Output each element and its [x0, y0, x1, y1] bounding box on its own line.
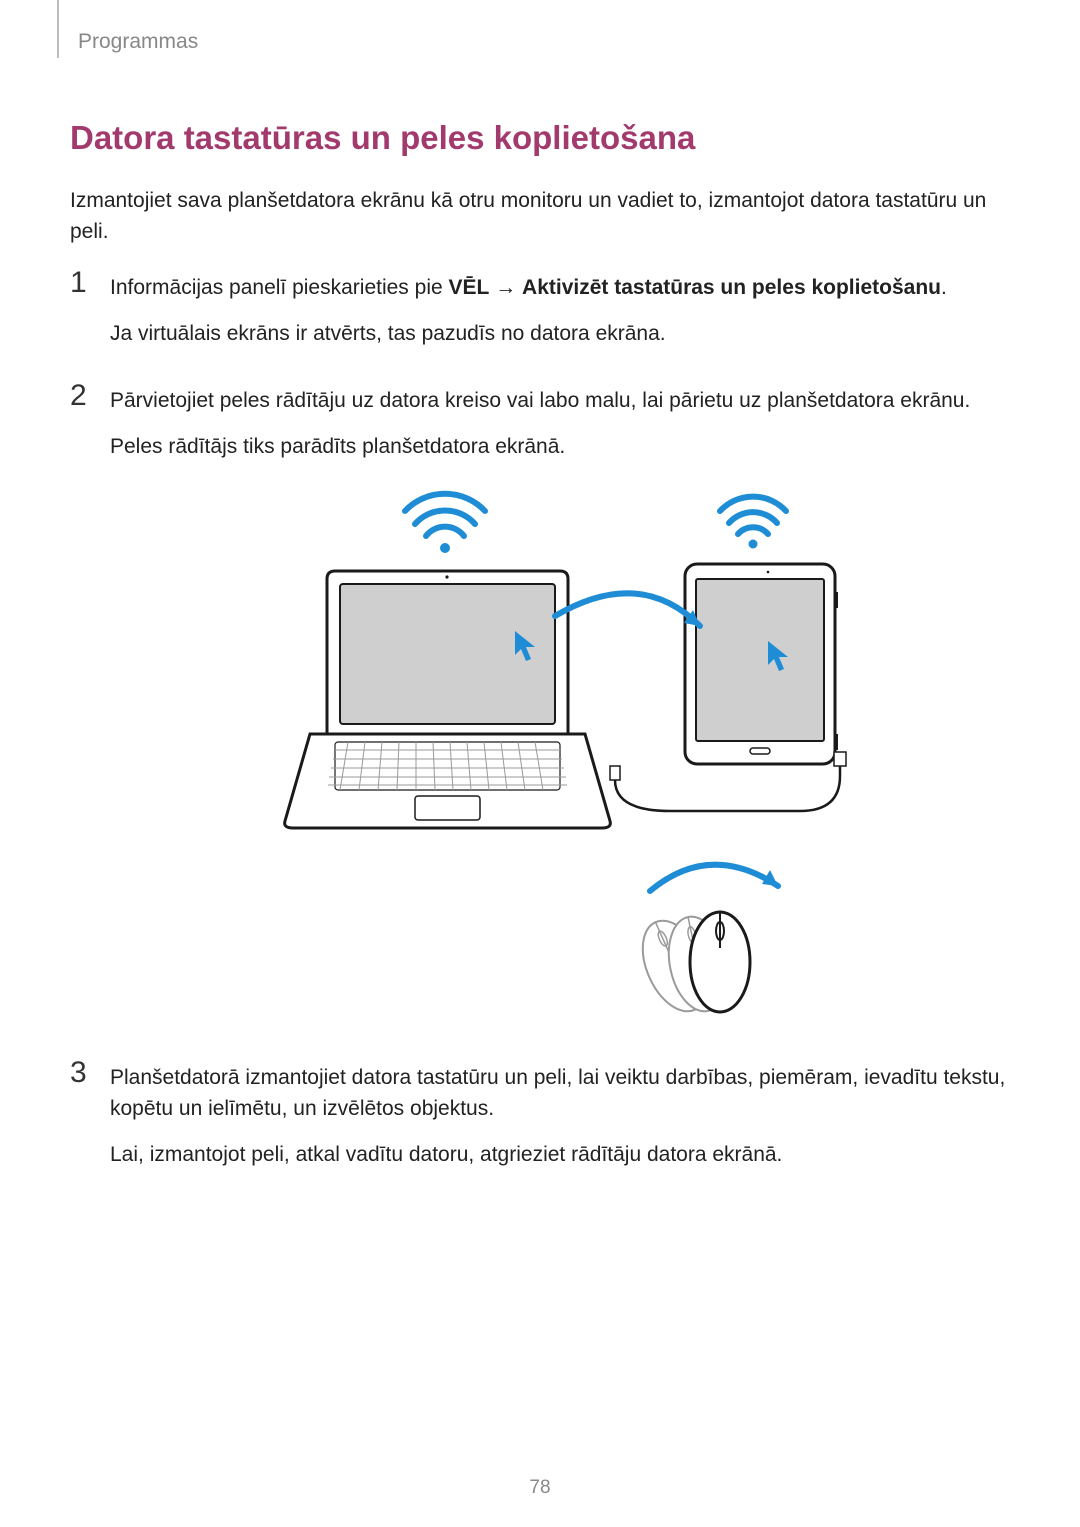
step-1: 1 Informācijas panelī pieskarieties pie …: [70, 268, 1010, 363]
step-body: Pārvietojiet peles rādītāju uz datora kr…: [110, 381, 1010, 1040]
intro-text: Izmantojiet sava planšetdatora ekrānu kā…: [70, 185, 1010, 247]
text: Informācijas panelī pieskarieties pie: [110, 276, 449, 299]
step-line: Lai, izmantojot peli, atkal vadītu dator…: [110, 1139, 1010, 1171]
header-rule: [57, 0, 59, 58]
breadcrumb: Programmas: [78, 30, 198, 54]
step-body: Planšetdatorā izmantojiet datora tastatū…: [110, 1058, 1010, 1185]
step-number: 3: [70, 1058, 110, 1088]
step-line: Ja virtuālais ekrāns ir atvērts, tas paz…: [110, 318, 1010, 350]
step-number: 2: [70, 381, 110, 411]
step-3: 3 Planšetdatorā izmantojiet datora tasta…: [70, 1058, 1010, 1185]
step-line: Planšetdatorā izmantojiet datora tastatū…: [110, 1062, 1010, 1125]
step-line: Informācijas panelī pieskarieties pie VĒ…: [110, 272, 1010, 304]
text: .: [941, 276, 947, 299]
arrow-glyph: →: [489, 276, 522, 299]
step-line: Pārvietojiet peles rādītāju uz datora kr…: [110, 385, 1010, 417]
devices-illustration-icon: [240, 476, 880, 1016]
step-list: 1 Informācijas panelī pieskarieties pie …: [70, 268, 1010, 1184]
bold-text: VĒL: [449, 276, 490, 299]
illustration: [110, 476, 1010, 1026]
step-number: 1: [70, 268, 110, 298]
bold-text: Aktivizēt tastatūras un peles koplietoša…: [522, 276, 941, 299]
page-number: 78: [0, 1477, 1080, 1499]
step-body: Informācijas panelī pieskarieties pie VĒ…: [110, 268, 1010, 363]
page-title: Datora tastatūras un peles koplietošana: [70, 118, 1010, 158]
step-line: Peles rādītājs tiks parādīts planšetdato…: [110, 431, 1010, 463]
manual-page: Programmas Datora tastatūras un peles ko…: [0, 0, 1080, 1527]
step-2: 2 Pārvietojiet peles rādītāju uz datora …: [70, 381, 1010, 1040]
